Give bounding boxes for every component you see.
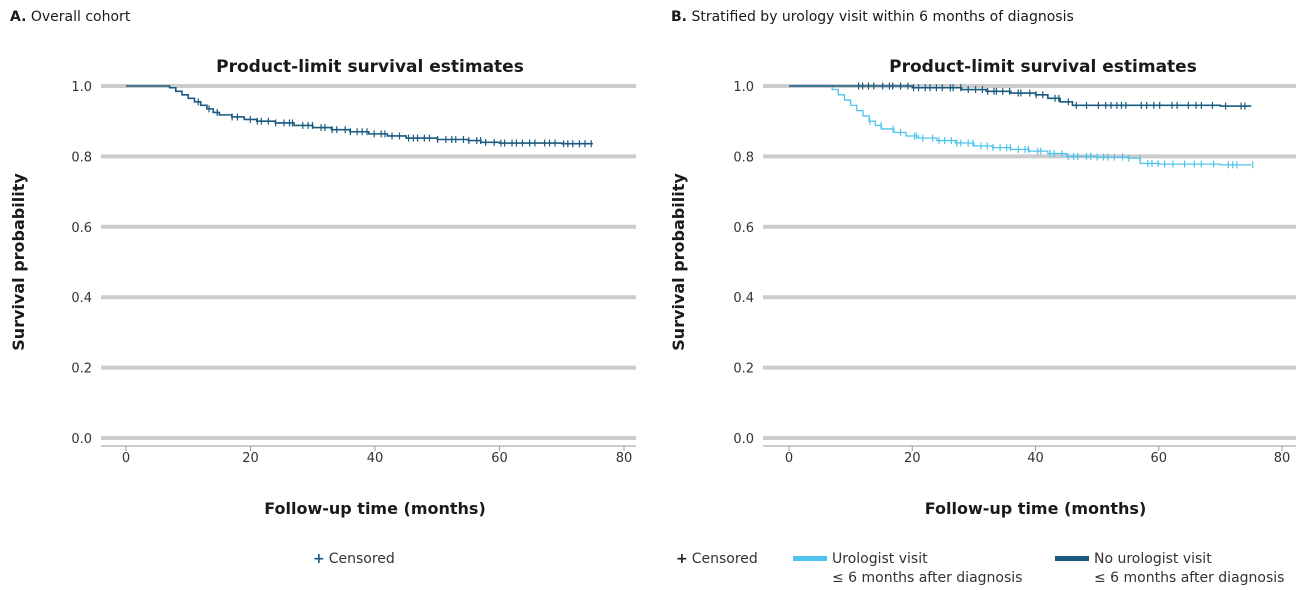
y-tick-label: 0.0 bbox=[71, 432, 92, 447]
legend-no-urologist-line1: No urologist visit bbox=[1094, 551, 1212, 567]
panel-b-letter: B. bbox=[671, 9, 687, 25]
censored-marker-icon: + bbox=[313, 551, 325, 567]
y-axis-label: Survival probability bbox=[669, 173, 688, 351]
legend-item-urologist: Urologist visit ≤ 6 months after diagnos… bbox=[832, 550, 1022, 588]
legend-a-censored-label: Censored bbox=[328, 551, 395, 567]
legend-urologist-line1: Urologist visit bbox=[832, 551, 928, 567]
y-tick-label: 1.0 bbox=[733, 80, 754, 95]
y-axis-label: Survival probability bbox=[9, 173, 28, 351]
chart-b-stratified: 0.0 0.2 0.4 0.6 0.8 1.0 0 20 40 60 80 Product-limit… bbox=[669, 57, 1296, 518]
legend-urologist-line2: ≤ 6 months after diagnosis bbox=[832, 570, 1023, 586]
legend-swatch-urologist bbox=[793, 556, 827, 561]
x-axis-label: Follow-up time (months) bbox=[925, 499, 1147, 518]
legend-no-urologist-line2: ≤ 6 months after diagnosis bbox=[1094, 570, 1285, 586]
legend-item-no-urologist: No urologist visit ≤ 6 months after diag… bbox=[1094, 550, 1284, 588]
y-tick-label: 0.2 bbox=[71, 362, 92, 377]
legend-b-censored: + Censored bbox=[676, 550, 758, 569]
y-tick-label: 0.8 bbox=[71, 150, 92, 165]
chart-title: Product-limit survival estimates bbox=[889, 57, 1197, 77]
panel-b-heading-text: Stratified by urology visit within 6 mon… bbox=[691, 9, 1074, 25]
x-tick-label: 20 bbox=[904, 451, 921, 466]
x-tick-label: 60 bbox=[1150, 451, 1167, 466]
y-tick-label: 0.4 bbox=[733, 291, 754, 306]
survival-curve bbox=[789, 85, 1252, 166]
legend-swatch-no-urologist bbox=[1055, 556, 1089, 561]
x-tick-label: 40 bbox=[1027, 451, 1044, 466]
panel-b-heading: B. Stratified by urology visit within 6 … bbox=[671, 9, 1074, 25]
legend-a: + Censored bbox=[313, 550, 395, 569]
chart-a-overall-cohort: 0.0 0.2 0.4 0.6 0.8 1.0 0 20 40 60 80 Product-limit… bbox=[9, 57, 636, 518]
y-tick-label: 1.0 bbox=[71, 80, 92, 95]
x-tick-label: 0 bbox=[785, 451, 793, 466]
panel-a-heading-text: Overall cohort bbox=[30, 9, 131, 25]
x-tick-label: 60 bbox=[491, 451, 508, 466]
x-tick-label: 40 bbox=[367, 451, 384, 466]
chart-title: Product-limit survival estimates bbox=[216, 57, 524, 77]
y-tick-label: 0.6 bbox=[733, 221, 754, 236]
x-tick-label: 0 bbox=[122, 451, 130, 466]
censored-marker-icon: + bbox=[676, 551, 688, 567]
y-tick-label: 0.2 bbox=[733, 362, 754, 377]
legend-b-censored-label: Censored bbox=[691, 551, 758, 567]
y-tick-label: 0.8 bbox=[733, 150, 754, 165]
panel-a-letter: A. bbox=[10, 9, 27, 25]
x-axis-label: Follow-up time (months) bbox=[264, 499, 486, 518]
panel-a-heading: A. Overall cohort bbox=[10, 9, 130, 25]
y-tick-label: 0.4 bbox=[71, 291, 92, 306]
x-tick-label: 80 bbox=[1274, 451, 1291, 466]
y-tick-label: 0.6 bbox=[71, 221, 92, 236]
y-tick-label: 0.0 bbox=[733, 432, 754, 447]
x-tick-label: 80 bbox=[616, 451, 633, 466]
survival-curve bbox=[126, 85, 593, 145]
x-tick-label: 20 bbox=[242, 451, 259, 466]
